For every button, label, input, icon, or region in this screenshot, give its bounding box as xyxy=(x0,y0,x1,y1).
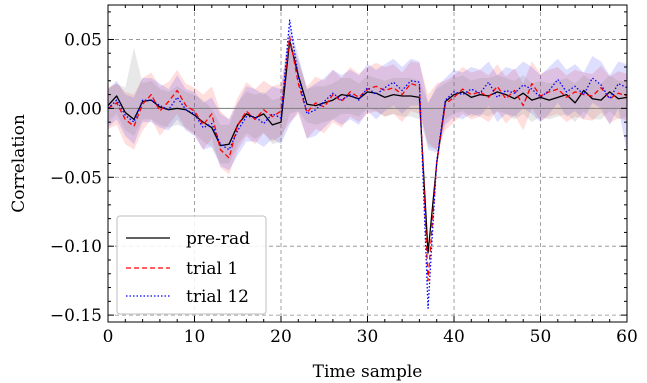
x-tick-label-60: 60 xyxy=(616,327,638,347)
ticks xyxy=(107,5,628,322)
legend-box xyxy=(116,215,267,315)
y-tick-label-0-15: −0.15 xyxy=(50,306,102,326)
tick-labels: 0 10 20 30 40 50 60 −0.15 −0.10 −0.05 0.00 0.05 xyxy=(50,30,638,347)
legend-entry-pre-rad: pre-rad xyxy=(126,229,250,249)
x-tick-label-20: 20 xyxy=(270,327,292,347)
legend-label-trial-12: trial 12 xyxy=(186,287,249,307)
confidence-bands xyxy=(108,22,627,175)
x-tick-label-40: 40 xyxy=(443,327,465,347)
x-axis-label: Time sample xyxy=(313,362,423,382)
x-tick-label-50: 50 xyxy=(530,327,552,347)
y-tick-label-0-00: 0.00 xyxy=(64,99,102,119)
legend-entry-trial-1: trial 1 xyxy=(126,259,238,279)
x-tick-label-30: 30 xyxy=(357,327,379,347)
series-line-pre-rad xyxy=(107,40,628,254)
y-tick-label-0-10: −0.10 xyxy=(50,237,102,257)
y-axis-label: Correlation xyxy=(9,114,29,213)
legend-label-trial-1: trial 1 xyxy=(186,259,238,279)
x-tick-label-0: 0 xyxy=(103,327,114,347)
band-pre-rad xyxy=(108,42,627,164)
series-lines xyxy=(107,19,628,309)
series-line-trial-1 xyxy=(107,36,628,282)
band-trial-1 xyxy=(108,39,627,175)
legend-entry-trial-12: trial 12 xyxy=(126,287,249,307)
legend-label-pre-rad: pre-rad xyxy=(186,229,250,249)
x-tick-label-10: 10 xyxy=(184,327,206,347)
y-tick-label-0-05: 0.05 xyxy=(64,30,102,50)
y-tick-label-0-05: −0.05 xyxy=(50,168,102,188)
band-trial-12 xyxy=(108,22,627,171)
legend: pre-rad trial 1 trial 12 xyxy=(116,215,267,315)
